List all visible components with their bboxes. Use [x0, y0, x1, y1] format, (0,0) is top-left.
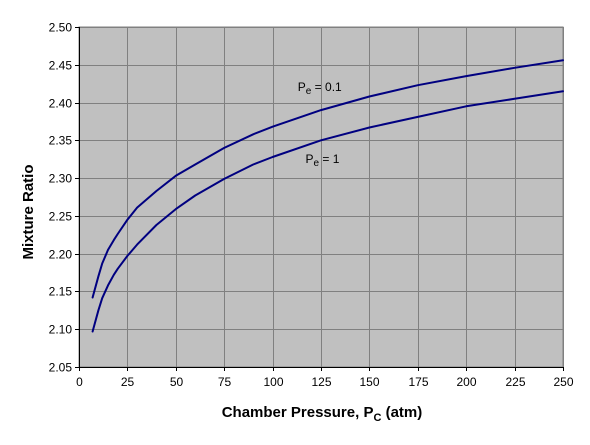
y-tick-label: 2.45 — [49, 59, 73, 73]
series-label-tail: = 1 — [319, 152, 340, 166]
y-axis-ticks: 2.05 2.10 2.15 2.20 2.25 2.30 2.35 2.40 2.45 2.50 — [49, 21, 80, 375]
x-tick-label: 250 — [553, 375, 573, 389]
x-tick-label: 0 — [76, 375, 83, 389]
series-label-subscript: e — [306, 86, 312, 97]
y-tick-label: 2.15 — [49, 285, 73, 299]
x-tick-label: 25 — [121, 375, 135, 389]
series-label-subscript: e — [314, 158, 320, 169]
series-line-2 — [91, 90, 564, 333]
x-axis-title-tail: (atm) — [381, 404, 422, 421]
y-tick-label: 2.40 — [49, 97, 73, 111]
y-tick-label: 2.30 — [49, 172, 73, 186]
y-tick-label: 2.35 — [49, 134, 73, 148]
series-label-main: P — [306, 152, 314, 166]
x-axis-title-subscript: C — [373, 412, 381, 424]
x-tick-label: 175 — [408, 375, 428, 389]
x-tick-label: 100 — [263, 375, 283, 389]
x-axis-title: Chamber Pressure, PC (atm) — [222, 404, 423, 424]
series-labels: Pe = 0.1Pe = 1 — [298, 80, 342, 169]
series-label-1: Pe = 0.1 — [298, 80, 342, 97]
series-lines — [91, 59, 564, 333]
y-tick-label: 2.10 — [49, 323, 73, 337]
x-tick-label: 75 — [218, 375, 232, 389]
series-line-1 — [91, 59, 564, 299]
y-axis-title: Mixture Ratio — [20, 164, 37, 259]
series-label-main: P — [298, 80, 306, 94]
x-tick-label: 125 — [311, 375, 331, 389]
x-tick-label: 50 — [170, 375, 184, 389]
y-tick-label: 2.20 — [49, 248, 73, 262]
series-label-2: Pe = 1 — [306, 152, 340, 169]
x-axis-ticks: 0 25 50 75 100 125 150 175 200 225 250 — [76, 367, 574, 389]
x-tick-label: 150 — [359, 375, 379, 389]
y-tick-label: 2.25 — [49, 210, 73, 224]
x-tick-label: 225 — [505, 375, 525, 389]
y-tick-label: 2.05 — [49, 361, 73, 375]
x-axis-title-main: Chamber Pressure, P — [222, 404, 374, 421]
series-label-tail: = 0.1 — [311, 80, 342, 94]
y-tick-label: 2.50 — [49, 21, 73, 35]
x-tick-label: 200 — [456, 375, 476, 389]
